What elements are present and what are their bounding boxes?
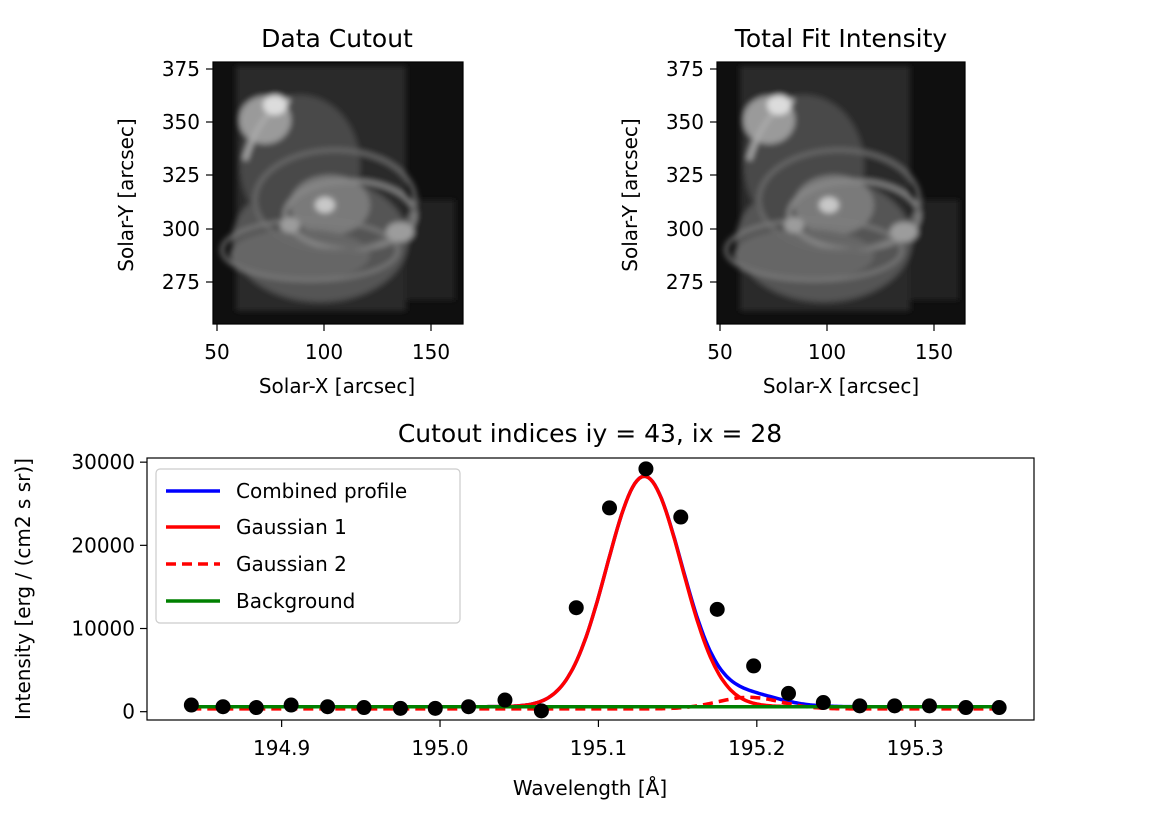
data-cutout-ytick-300: 300 [162,217,200,241]
data-cutout-ytick-375: 375 [162,57,200,81]
legend-label-gaussian-2: Gaussian 2 [236,552,347,576]
legend-box [155,468,461,624]
data-point [392,700,408,716]
data-point [852,698,868,714]
data-cutout-xtick-100: 100 [305,340,343,364]
spectrum-ytick-label: 10000 [71,617,135,641]
data-point [320,699,336,715]
total-fit-xtick-100: 100 [808,340,846,364]
data-point [568,600,584,616]
spectrum-ytick-label: 20000 [71,533,135,557]
data-cutout-ytick-275: 275 [162,270,200,294]
data-point [921,698,937,714]
spectrum-ylabel: Intensity [erg / (cm2 s sr)] [11,458,35,720]
total-fit-ytick-375: 375 [666,57,704,81]
total-fit-image [717,62,965,324]
data-cutout-ylabel: Solar-Y [arcsec] [114,118,138,271]
data-point [461,699,477,715]
data-point [427,700,443,716]
data-cutout-xtick-150: 150 [412,340,450,364]
data-point [746,658,762,674]
data-cutout-ytick-325: 325 [162,163,200,187]
spectrum-panel: Cutout indices iy = 43, ix = 28 194.9 195… [11,419,1035,800]
data-point [602,500,618,516]
spectrum-xtick-label: 194.9 [253,736,310,760]
total-fit-ylabel: Solar-Y [arcsec] [618,118,642,271]
spectrum-ytick-label: 0 [122,700,135,724]
spectrum-xtick-label: 195.2 [728,736,785,760]
spectrum-points [183,461,1007,719]
total-fit-ytick-300: 300 [666,217,704,241]
data-cutout-ytick-350: 350 [162,110,200,134]
total-fit-panel: Total Fit Intensity [618,24,966,398]
data-cutout-tick-marks [206,68,432,331]
data-point [709,601,725,617]
spectrum-xtick-label: 195.3 [887,736,944,760]
legend-label-combined: Combined profile [236,479,407,503]
total-fit-ytick-350: 350 [666,110,704,134]
total-fit-ytick-325: 325 [666,163,704,187]
data-point [497,692,513,708]
spectrum-frame [146,457,1035,721]
total-fit-tick-marks [710,68,935,331]
spectrum-legend: Combined profile Gaussian 1 Gaussian 2 B… [155,468,461,624]
data-cutout-image [213,62,463,324]
data-point [248,700,264,716]
data-point [780,685,796,701]
total-fit-xtick-150: 150 [915,340,953,364]
legend-label-gaussian-1: Gaussian 1 [236,515,347,539]
data-point [356,700,372,716]
spectrum-ticks: 194.9 195.0 195.1 195.2 195.3 0 10000 20000 3000… [71,450,943,760]
data-point [958,700,974,716]
spectrum-xtick-label: 195.1 [570,736,627,760]
data-point [215,699,231,715]
data-cutout-panel: Data Cutout [114,24,464,398]
spectrum-title: Cutout indices iy = 43, ix = 28 [398,419,782,448]
data-cutout-xlabel: Solar-X [arcsec] [259,374,415,398]
data-point [991,700,1007,716]
data-point [183,697,199,713]
data-cutout-xtick-50: 50 [204,340,229,364]
spectrum-xtick-label: 195.0 [411,736,468,760]
total-fit-title: Total Fit Intensity [734,24,948,53]
legend-label-background: Background [236,589,355,613]
data-point [887,698,903,714]
data-point [283,697,299,713]
total-fit-xtick-50: 50 [707,340,732,364]
spectrum-xlabel: Wavelength [Å] [513,776,667,800]
data-point [638,461,654,477]
data-point [533,703,549,719]
data-point [673,509,689,525]
data-point [815,695,831,711]
data-cutout-title: Data Cutout [261,24,413,53]
total-fit-xlabel: Solar-X [arcsec] [763,374,919,398]
spectrum-ytick-label: 30000 [71,450,135,474]
total-fit-ytick-275: 275 [666,270,704,294]
